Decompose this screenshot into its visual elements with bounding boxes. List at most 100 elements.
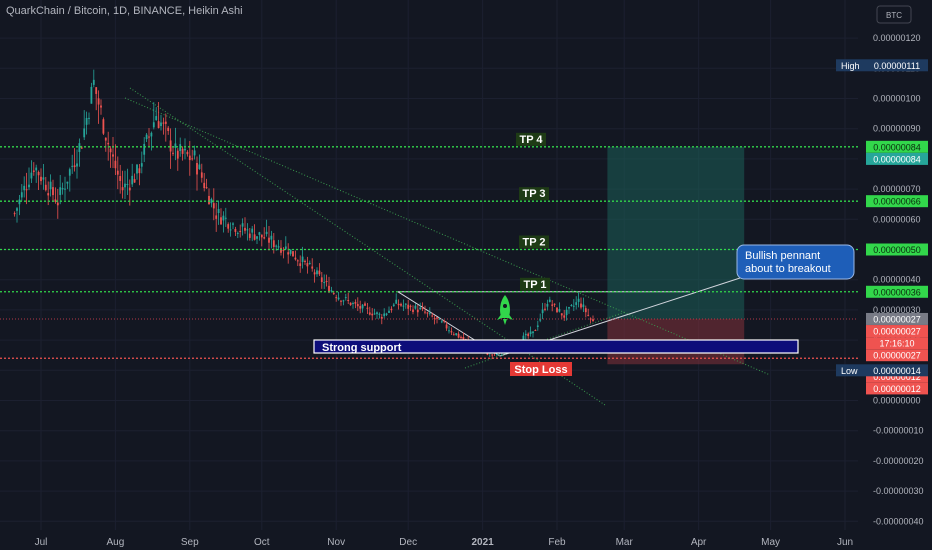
candle-body	[270, 235, 273, 240]
callout-line1: Bullish pennant	[745, 250, 820, 262]
candle-body	[196, 162, 198, 175]
candle-body	[133, 179, 136, 183]
candle-body	[335, 297, 338, 299]
candle-body	[390, 308, 393, 311]
candle-body	[551, 304, 554, 306]
candle-body	[251, 228, 254, 233]
candle-body	[20, 192, 23, 198]
stop-loss-label: Stop Loss	[514, 364, 567, 376]
candle-body	[443, 320, 446, 322]
candle-body	[373, 313, 376, 315]
candle-body	[128, 187, 131, 191]
candle-body	[174, 143, 177, 148]
price-badge-label: 17:16:10	[879, 339, 914, 349]
candle-body	[220, 217, 222, 225]
candle-body	[16, 208, 18, 211]
candle-body	[140, 163, 143, 167]
candle-body	[169, 140, 172, 152]
price-badge	[866, 312, 928, 325]
candle-body	[28, 184, 30, 188]
candle-body	[313, 272, 316, 275]
candle-body	[104, 137, 107, 141]
candle-body	[460, 336, 462, 338]
tp2-label-bg	[519, 235, 549, 249]
axis-badge	[836, 59, 928, 72]
candle-body	[440, 321, 443, 323]
candle-body	[582, 304, 585, 308]
candle-body	[337, 297, 340, 300]
candle-body	[78, 143, 81, 152]
candle-body	[289, 249, 292, 254]
rocket-flame	[503, 319, 507, 325]
candle-body	[148, 136, 150, 138]
x-tick-label: Nov	[327, 537, 345, 548]
candle-body	[44, 184, 47, 191]
candle-body	[244, 227, 246, 231]
candle-body	[236, 232, 239, 234]
candle-body	[325, 280, 328, 282]
candle-body	[258, 232, 261, 235]
price-badge	[866, 382, 928, 395]
candle-body	[419, 307, 422, 310]
price-badge	[866, 243, 928, 256]
candle-body	[124, 183, 126, 188]
x-axis[interactable]: Jul Aug Sep Oct Nov Dec 2021 Feb Mar Apr May Jun	[0, 530, 932, 550]
candle-body	[215, 215, 218, 219]
level-lines	[0, 146, 858, 359]
candle-body	[304, 260, 306, 262]
candle-body	[294, 257, 297, 260]
candle-body	[284, 246, 287, 249]
candle-body	[376, 312, 378, 315]
candle-body	[229, 229, 232, 231]
candle-body	[527, 333, 530, 337]
candle-body	[205, 187, 208, 189]
price-badge	[866, 195, 928, 208]
candle-body	[539, 318, 542, 321]
candle-body	[426, 312, 429, 314]
candle-body	[167, 127, 170, 131]
support-label: Strong support	[322, 342, 402, 354]
candle-body	[364, 303, 366, 306]
candle-body	[592, 319, 594, 322]
y-tick-label: 0.00000070	[873, 184, 921, 194]
candle-body	[395, 299, 398, 304]
x-tick-label: Oct	[254, 537, 270, 548]
candle-body	[361, 304, 364, 309]
price-badge-label: 0.00000012	[873, 384, 921, 394]
candle-body	[268, 237, 270, 243]
x-tick-label: Aug	[107, 537, 125, 548]
candle-body	[157, 121, 160, 128]
candle-body	[49, 181, 52, 190]
stop-loss-bg	[510, 362, 572, 376]
x-tick-label: 2021	[471, 537, 494, 548]
y-axis[interactable]: BTC0.000001200.000001100.000001000.00000…	[858, 0, 932, 550]
candle-body	[529, 331, 532, 335]
candle-body	[64, 188, 66, 190]
candle-body	[107, 142, 110, 145]
candle-body	[320, 277, 323, 282]
candle-body	[496, 353, 498, 355]
x-tick-label: Sep	[181, 537, 199, 548]
candle-body	[400, 303, 402, 306]
y-tick-label: 0.00000030	[873, 305, 921, 315]
candle-body	[366, 307, 369, 309]
axis-badge-value: 0.00000014	[873, 366, 921, 376]
candle-body	[388, 310, 390, 313]
candle-body	[172, 152, 174, 154]
price-badge	[866, 349, 928, 362]
price-badge-label: 0.00000027	[873, 327, 921, 337]
candle-body	[536, 325, 539, 327]
candle-body	[37, 171, 40, 176]
price-badge-label: 0.00000027	[873, 314, 921, 324]
x-tick-label: Dec	[399, 537, 417, 548]
candle-body	[73, 165, 76, 168]
candles-layer	[13, 69, 594, 359]
candle-body	[412, 309, 414, 313]
candle-body	[397, 303, 400, 306]
y-tick-label: -0.00000010	[873, 426, 924, 436]
candle-body	[524, 333, 527, 336]
tp1-label: TP 1	[523, 279, 546, 291]
candle-body	[59, 187, 62, 195]
candle-body	[316, 270, 318, 275]
